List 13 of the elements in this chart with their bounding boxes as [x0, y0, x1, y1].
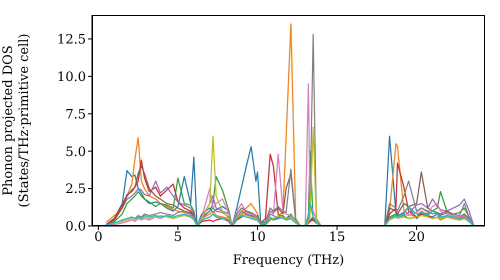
- x-tick-label: 15: [328, 230, 346, 246]
- y-tick-label: 7.5: [65, 107, 86, 122]
- y-tick-label: 5.0: [65, 144, 86, 160]
- y-axis-title: Phonon projected DOS (States/THz·primitive cell): [1, 33, 32, 208]
- x-axis-title: Frequency (THz): [232, 253, 344, 268]
- y-tick-label: 2.5: [65, 182, 86, 198]
- x-tick-label: 0: [94, 230, 103, 246]
- x-tick-label: 20: [408, 230, 425, 246]
- x-tick-label: 10: [249, 230, 266, 246]
- y-tick-label: 0.0: [65, 220, 86, 235]
- y-tick-label: 10.0: [57, 70, 86, 85]
- x-tick-label: 5: [174, 230, 182, 246]
- y-tick-label: 12.5: [57, 32, 86, 48]
